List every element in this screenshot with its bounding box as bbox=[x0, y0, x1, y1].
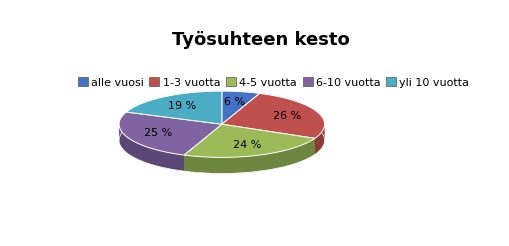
Polygon shape bbox=[221, 93, 324, 138]
Polygon shape bbox=[126, 91, 221, 124]
Text: Työsuhteen kesto: Työsuhteen kesto bbox=[172, 31, 350, 49]
Polygon shape bbox=[221, 91, 259, 124]
Legend: alle vuosi, 1-3 vuotta, 4-5 vuotta, 6-10 vuotta, yli 10 vuotta: alle vuosi, 1-3 vuotta, 4-5 vuotta, 6-10… bbox=[73, 73, 473, 92]
Text: 26 %: 26 % bbox=[272, 111, 300, 121]
Polygon shape bbox=[184, 138, 314, 173]
Polygon shape bbox=[221, 124, 314, 154]
Polygon shape bbox=[184, 124, 221, 171]
Polygon shape bbox=[119, 112, 221, 155]
Polygon shape bbox=[221, 124, 314, 154]
Polygon shape bbox=[119, 124, 184, 171]
Text: 6 %: 6 % bbox=[224, 97, 245, 107]
Text: 25 %: 25 % bbox=[144, 128, 172, 138]
Text: 19 %: 19 % bbox=[168, 101, 196, 111]
Polygon shape bbox=[184, 124, 221, 171]
Polygon shape bbox=[184, 124, 314, 157]
Polygon shape bbox=[314, 124, 324, 154]
Text: 24 %: 24 % bbox=[233, 140, 261, 150]
